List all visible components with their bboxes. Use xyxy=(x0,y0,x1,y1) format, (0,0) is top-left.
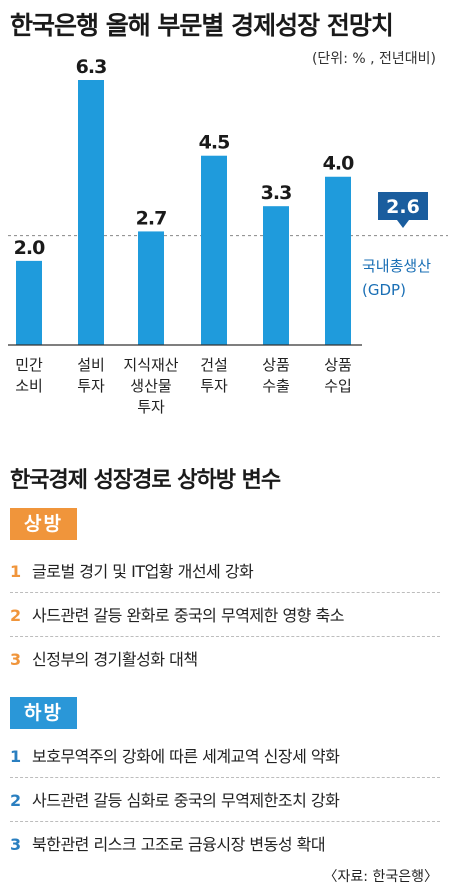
category-label: 투자 xyxy=(137,398,165,416)
bar-value-label: 3.3 xyxy=(261,182,292,204)
upside-item-2: 2 사드관련 갈등 완화로 중국의 무역제한 영향 축소 xyxy=(10,596,440,636)
downside-item-text: 보호무역주의 강화에 따른 세계교역 신장세 약화 xyxy=(32,747,340,766)
gdp-name-label: (GDP) xyxy=(362,281,406,299)
category-label: 민간 xyxy=(15,356,43,374)
bar xyxy=(263,206,289,345)
category-label: 지식재산 xyxy=(123,356,178,374)
downside-item-text: 북한관련 리스크 고조로 금융시장 변동성 확대 xyxy=(32,835,326,854)
category-label: 투자 xyxy=(77,377,105,395)
downside-item-number: 1 xyxy=(10,747,21,766)
downside-badge: 하방 xyxy=(10,697,77,729)
factors-title: 한국경제 성장경로 상하방 변수 xyxy=(10,468,281,493)
downside-item-2: 2 사드관련 갈등 심화로 중국의 무역제한조치 강화 xyxy=(10,781,440,821)
category-label: 투자 xyxy=(200,377,228,395)
source-note: 〈자료: 한국은행〉 xyxy=(323,869,438,885)
divider xyxy=(10,777,440,778)
bar-value-label: 6.3 xyxy=(76,56,107,78)
bar-value-label: 2.7 xyxy=(136,207,167,229)
upside-item-3: 3 신정부의 경기활성화 대책 xyxy=(10,640,440,680)
category-label: 설비 xyxy=(77,356,105,374)
category-label: 상품 xyxy=(262,356,290,374)
bar xyxy=(201,155,227,345)
upside-item-number: 2 xyxy=(10,606,21,625)
downside-item-number: 3 xyxy=(10,835,21,854)
bar-value-label: 2.0 xyxy=(14,237,45,259)
bar xyxy=(138,231,164,345)
bar-value-label: 4.0 xyxy=(323,153,354,175)
bar xyxy=(78,80,104,345)
bar xyxy=(16,260,42,345)
category-label: 생산물 xyxy=(130,377,171,395)
gdp-value-box xyxy=(378,192,428,228)
category-label: 상품 xyxy=(324,356,352,374)
bar xyxy=(325,176,351,345)
upside-item-number: 1 xyxy=(10,562,21,581)
category-label: 수입 xyxy=(324,377,352,395)
downside-item-text: 사드관련 갈등 심화로 중국의 무역제한조치 강화 xyxy=(32,791,340,810)
unit-label: (단위: % , 전년대비) xyxy=(311,51,436,67)
gdp-value-label: 2.6 xyxy=(386,196,420,218)
divider xyxy=(10,592,440,593)
chart-title: 한국은행 올해 부문별 경제성장 전망치 xyxy=(10,11,394,40)
upside-item-text: 신정부의 경기활성화 대책 xyxy=(32,650,198,669)
upside-item-1: 1 글로벌 경기 및 IT업황 개선세 강화 xyxy=(10,552,440,592)
bar-chart: 2.0민간소비6.3설비투자2.7지식재산생산물투자4.5건설투자3.3상품수출… xyxy=(8,56,448,416)
divider xyxy=(10,821,440,822)
category-label: 수출 xyxy=(262,377,290,395)
downside-item-3: 3 북한관련 리스크 고조로 금융시장 변동성 확대 xyxy=(10,825,440,865)
gdp-name-label: 국내총생산 xyxy=(362,257,431,275)
upside-item-text: 글로벌 경기 및 IT업황 개선세 강화 xyxy=(32,562,254,581)
category-label: 소비 xyxy=(15,377,43,395)
divider xyxy=(10,636,440,637)
upside-item-number: 3 xyxy=(10,650,21,669)
upside-badge: 상방 xyxy=(10,508,77,540)
upside-item-text: 사드관련 갈등 완화로 중국의 무역제한 영향 축소 xyxy=(32,606,344,625)
bar-value-label: 4.5 xyxy=(199,132,230,154)
downside-item-1: 1 보호무역주의 강화에 따른 세계교역 신장세 약화 xyxy=(10,737,440,777)
category-label: 건설 xyxy=(200,356,228,374)
downside-item-number: 2 xyxy=(10,791,21,810)
